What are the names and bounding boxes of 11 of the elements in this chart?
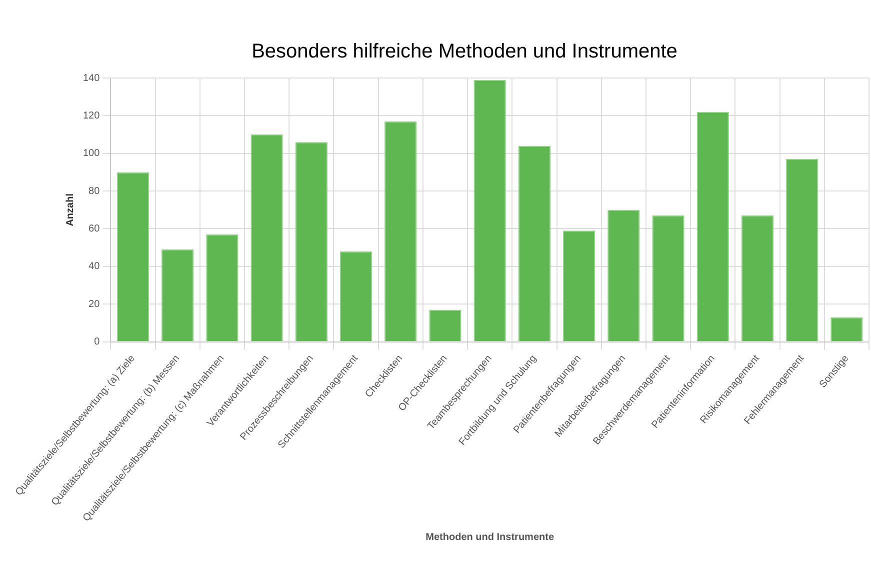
y-tick-label: 80 (88, 186, 100, 197)
y-tick-label: 120 (82, 110, 100, 122)
y-axis-title: Anzahl (64, 193, 76, 226)
y-tick-label: 60 (88, 223, 100, 234)
y-tick-label: 0 (94, 336, 100, 348)
y-tick-label: 100 (82, 148, 100, 160)
x-axis-title: Methoden und Instrumente (426, 532, 554, 543)
chart-title: Besonders hilfreiche Methoden und Instrumente (252, 40, 678, 63)
y-tick-label: 40 (88, 261, 100, 272)
y-tick-label: 20 (88, 298, 100, 310)
y-tick-label: 140 (82, 72, 100, 84)
